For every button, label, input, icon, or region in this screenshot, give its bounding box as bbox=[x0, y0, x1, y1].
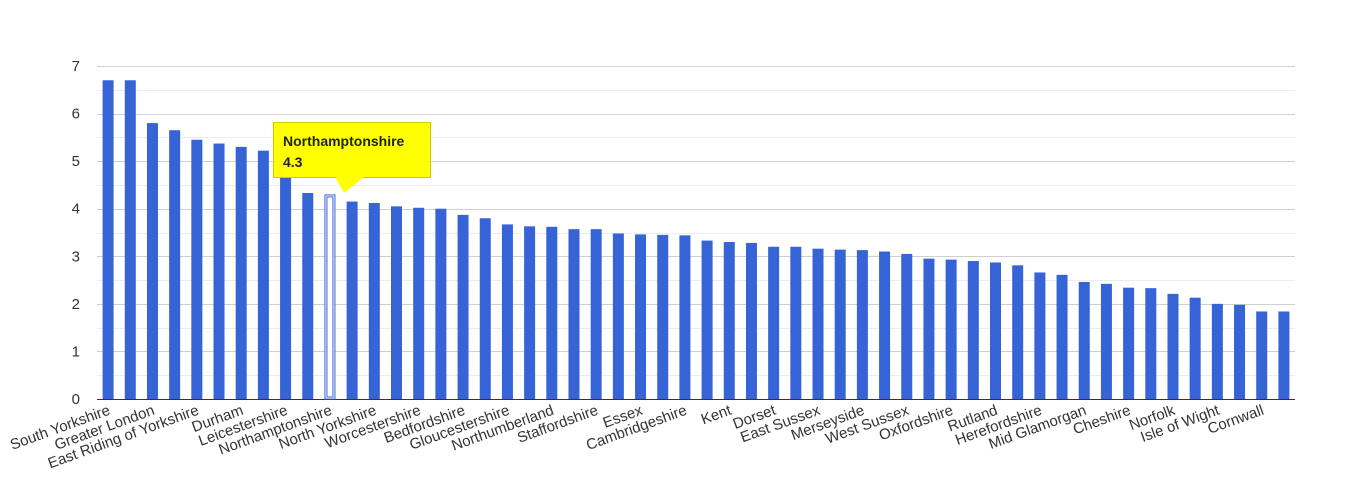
bar bbox=[1100, 283, 1112, 399]
y-tick-label: 1 bbox=[72, 343, 80, 360]
bar bbox=[413, 207, 425, 399]
y-tick-label: 4 bbox=[72, 201, 80, 218]
bar bbox=[146, 123, 158, 399]
bar bbox=[590, 229, 602, 399]
bar bbox=[368, 203, 380, 399]
bar bbox=[546, 226, 558, 399]
bar bbox=[679, 235, 691, 399]
tooltip-name: Northamptonshire bbox=[283, 133, 405, 149]
bar bbox=[945, 259, 957, 399]
bar bbox=[1056, 274, 1068, 399]
y-tick-label: 5 bbox=[72, 153, 80, 170]
tooltip: Northamptonshire 4.3 bbox=[273, 122, 431, 178]
bar bbox=[435, 208, 447, 399]
bar bbox=[457, 214, 469, 399]
bar bbox=[1211, 303, 1223, 399]
bar bbox=[302, 193, 314, 399]
bar bbox=[967, 261, 979, 399]
y-tick-label: 2 bbox=[72, 296, 80, 313]
bar bbox=[790, 246, 802, 399]
y-tick-label: 6 bbox=[72, 106, 80, 123]
bar bbox=[346, 201, 358, 399]
y-tick-label: 3 bbox=[72, 248, 80, 265]
y-tick-label: 7 bbox=[72, 58, 80, 75]
bar bbox=[391, 206, 402, 399]
bar bbox=[657, 234, 669, 399]
bars bbox=[102, 80, 1290, 400]
bar bbox=[1034, 272, 1046, 399]
bar bbox=[235, 146, 247, 399]
bar bbox=[1123, 287, 1135, 399]
bar bbox=[1167, 293, 1179, 399]
bar bbox=[124, 80, 136, 400]
bar bbox=[1189, 297, 1201, 399]
bar bbox=[901, 253, 913, 399]
bar bbox=[812, 248, 824, 399]
bar bbox=[768, 246, 780, 399]
bar bbox=[834, 249, 846, 399]
bar bbox=[1278, 311, 1290, 399]
bar bbox=[745, 242, 757, 399]
bar bbox=[990, 262, 1001, 399]
y-axis-ticks: 0 1 2 3 4 5 6 7 bbox=[72, 58, 80, 408]
bar-highlighted bbox=[324, 194, 336, 400]
bar bbox=[1234, 304, 1246, 399]
bar bbox=[701, 240, 713, 399]
bar bbox=[191, 139, 203, 399]
bar bbox=[169, 130, 181, 399]
bar bbox=[524, 226, 536, 399]
bar bbox=[501, 224, 513, 399]
bar bbox=[102, 80, 114, 400]
bar-highlight-inner bbox=[326, 196, 334, 398]
x-tick-label: Kent bbox=[699, 402, 735, 429]
bar bbox=[280, 177, 292, 399]
bar bbox=[723, 242, 735, 399]
bar bbox=[213, 143, 225, 399]
bar bbox=[635, 234, 647, 399]
bar bbox=[612, 233, 624, 399]
bar bbox=[1078, 281, 1090, 399]
tooltip-value: 4.3 bbox=[283, 154, 303, 170]
y-tick-label: 0 bbox=[72, 391, 80, 408]
grid-lines bbox=[97, 66, 1295, 400]
bar bbox=[856, 250, 868, 399]
bar bbox=[257, 150, 269, 399]
bar bbox=[479, 218, 491, 399]
bar bbox=[568, 229, 580, 399]
tooltip-pointer bbox=[335, 177, 364, 193]
bar bbox=[879, 251, 891, 399]
bar bbox=[1012, 265, 1024, 399]
bar bbox=[1145, 288, 1157, 399]
bar bbox=[923, 258, 935, 399]
bar bbox=[1256, 311, 1268, 399]
